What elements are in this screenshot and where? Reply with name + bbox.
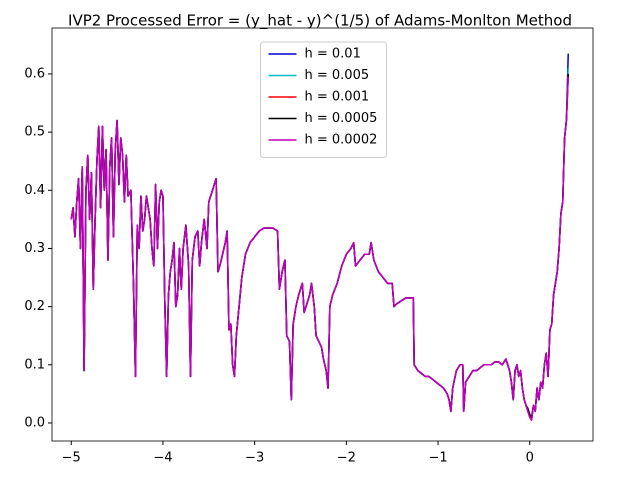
x-tick-label: −2: [337, 451, 356, 466]
legend-box: [260, 41, 387, 158]
series-line: [70, 76, 569, 421]
legend-label: h = 0.0005: [305, 111, 378, 126]
y-tick-label: 0.6: [24, 66, 45, 81]
legend-label: h = 0.001: [305, 90, 370, 105]
x-tick-label: −1: [428, 451, 447, 466]
y-tick-label: 0.5: [24, 125, 45, 140]
y-tick-label: 0.1: [24, 357, 45, 372]
x-tick-label: 0: [526, 451, 534, 466]
x-tick-label: −3: [245, 451, 264, 466]
legend-label: h = 0.01: [305, 47, 361, 62]
x-tick-label: −4: [153, 451, 172, 466]
legend-label: h = 0.0002: [305, 133, 378, 148]
x-tick-label: −5: [62, 451, 81, 466]
plot-frame: [51, 27, 594, 442]
y-tick-label: 0.0: [24, 415, 45, 430]
chart-title: IVP2 Processed Error = (y_hat - y)^(1/5)…: [68, 12, 572, 31]
y-tick-label: 0.2: [24, 299, 45, 314]
legend-label: h = 0.005: [305, 68, 370, 83]
y-tick-label: 0.3: [24, 241, 45, 256]
y-tick-label: 0.4: [24, 183, 45, 198]
